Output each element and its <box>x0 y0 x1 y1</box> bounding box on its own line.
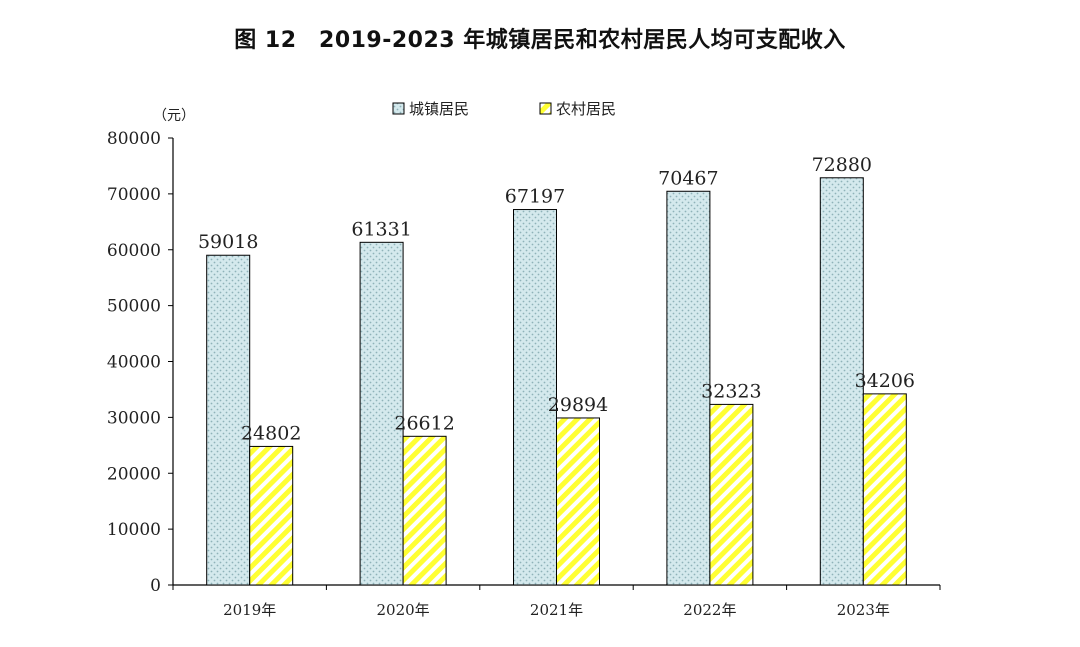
y-tick-label: 80000 <box>107 129 161 149</box>
y-tick-label: 10000 <box>107 520 161 540</box>
bar-rural <box>556 417 600 586</box>
bar-urban <box>206 254 251 586</box>
data-label: 34206 <box>855 370 915 392</box>
y-tick-label: 50000 <box>107 297 161 317</box>
labels-layer: 59018 61331 67197 70467 72880 24802 26612 29894… <box>198 154 915 445</box>
x-tick-label: 2022年 <box>683 601 736 619</box>
legend-swatch <box>392 102 405 115</box>
data-label: 59018 <box>198 231 258 253</box>
bar-urban <box>359 241 404 586</box>
x-tick-label: 2023年 <box>837 601 890 619</box>
x-tick-label: 2021年 <box>530 601 583 619</box>
legend-swatch <box>539 102 552 115</box>
data-label: 32323 <box>701 380 761 402</box>
data-label: 67197 <box>505 186 565 208</box>
bar-rural <box>709 403 754 586</box>
axes-layer: 0 10000 20000 30000 40000 50000 60000 70000 8000… <box>107 108 941 619</box>
data-label: 29894 <box>548 394 608 416</box>
bar-urban <box>666 190 711 586</box>
legend-label: 城镇居民 <box>409 100 469 118</box>
bar-urban <box>513 209 557 586</box>
page-title: 图 12 2019-2023 年城镇居民和农村居民人均可支配收入 <box>234 28 846 53</box>
bar-urban <box>819 177 864 586</box>
x-tick-label: 2019年 <box>223 601 276 619</box>
x-tick-label: 2020年 <box>377 601 430 619</box>
y-tick-label: 70000 <box>107 185 161 205</box>
legend-label: 农村居民 <box>556 100 616 118</box>
legend: 城镇居民 农村居民 <box>392 100 616 118</box>
data-label: 61331 <box>351 218 411 240</box>
bar-rural <box>249 445 294 586</box>
bar-rural <box>862 393 907 586</box>
data-label: 72880 <box>812 154 872 176</box>
data-label: 24802 <box>241 422 301 444</box>
y-tick-label: 0 <box>150 576 161 596</box>
bars-layer <box>206 177 907 586</box>
y-tick-label: 30000 <box>107 408 161 428</box>
y-tick-label: 60000 <box>107 241 161 261</box>
y-tick-label: 40000 <box>107 353 161 373</box>
y-tick-label: 20000 <box>107 464 161 484</box>
data-label: 26612 <box>394 412 454 434</box>
bar-rural <box>402 435 447 586</box>
y-axis-unit-label: （元） <box>153 108 195 124</box>
data-label: 70467 <box>658 167 718 189</box>
